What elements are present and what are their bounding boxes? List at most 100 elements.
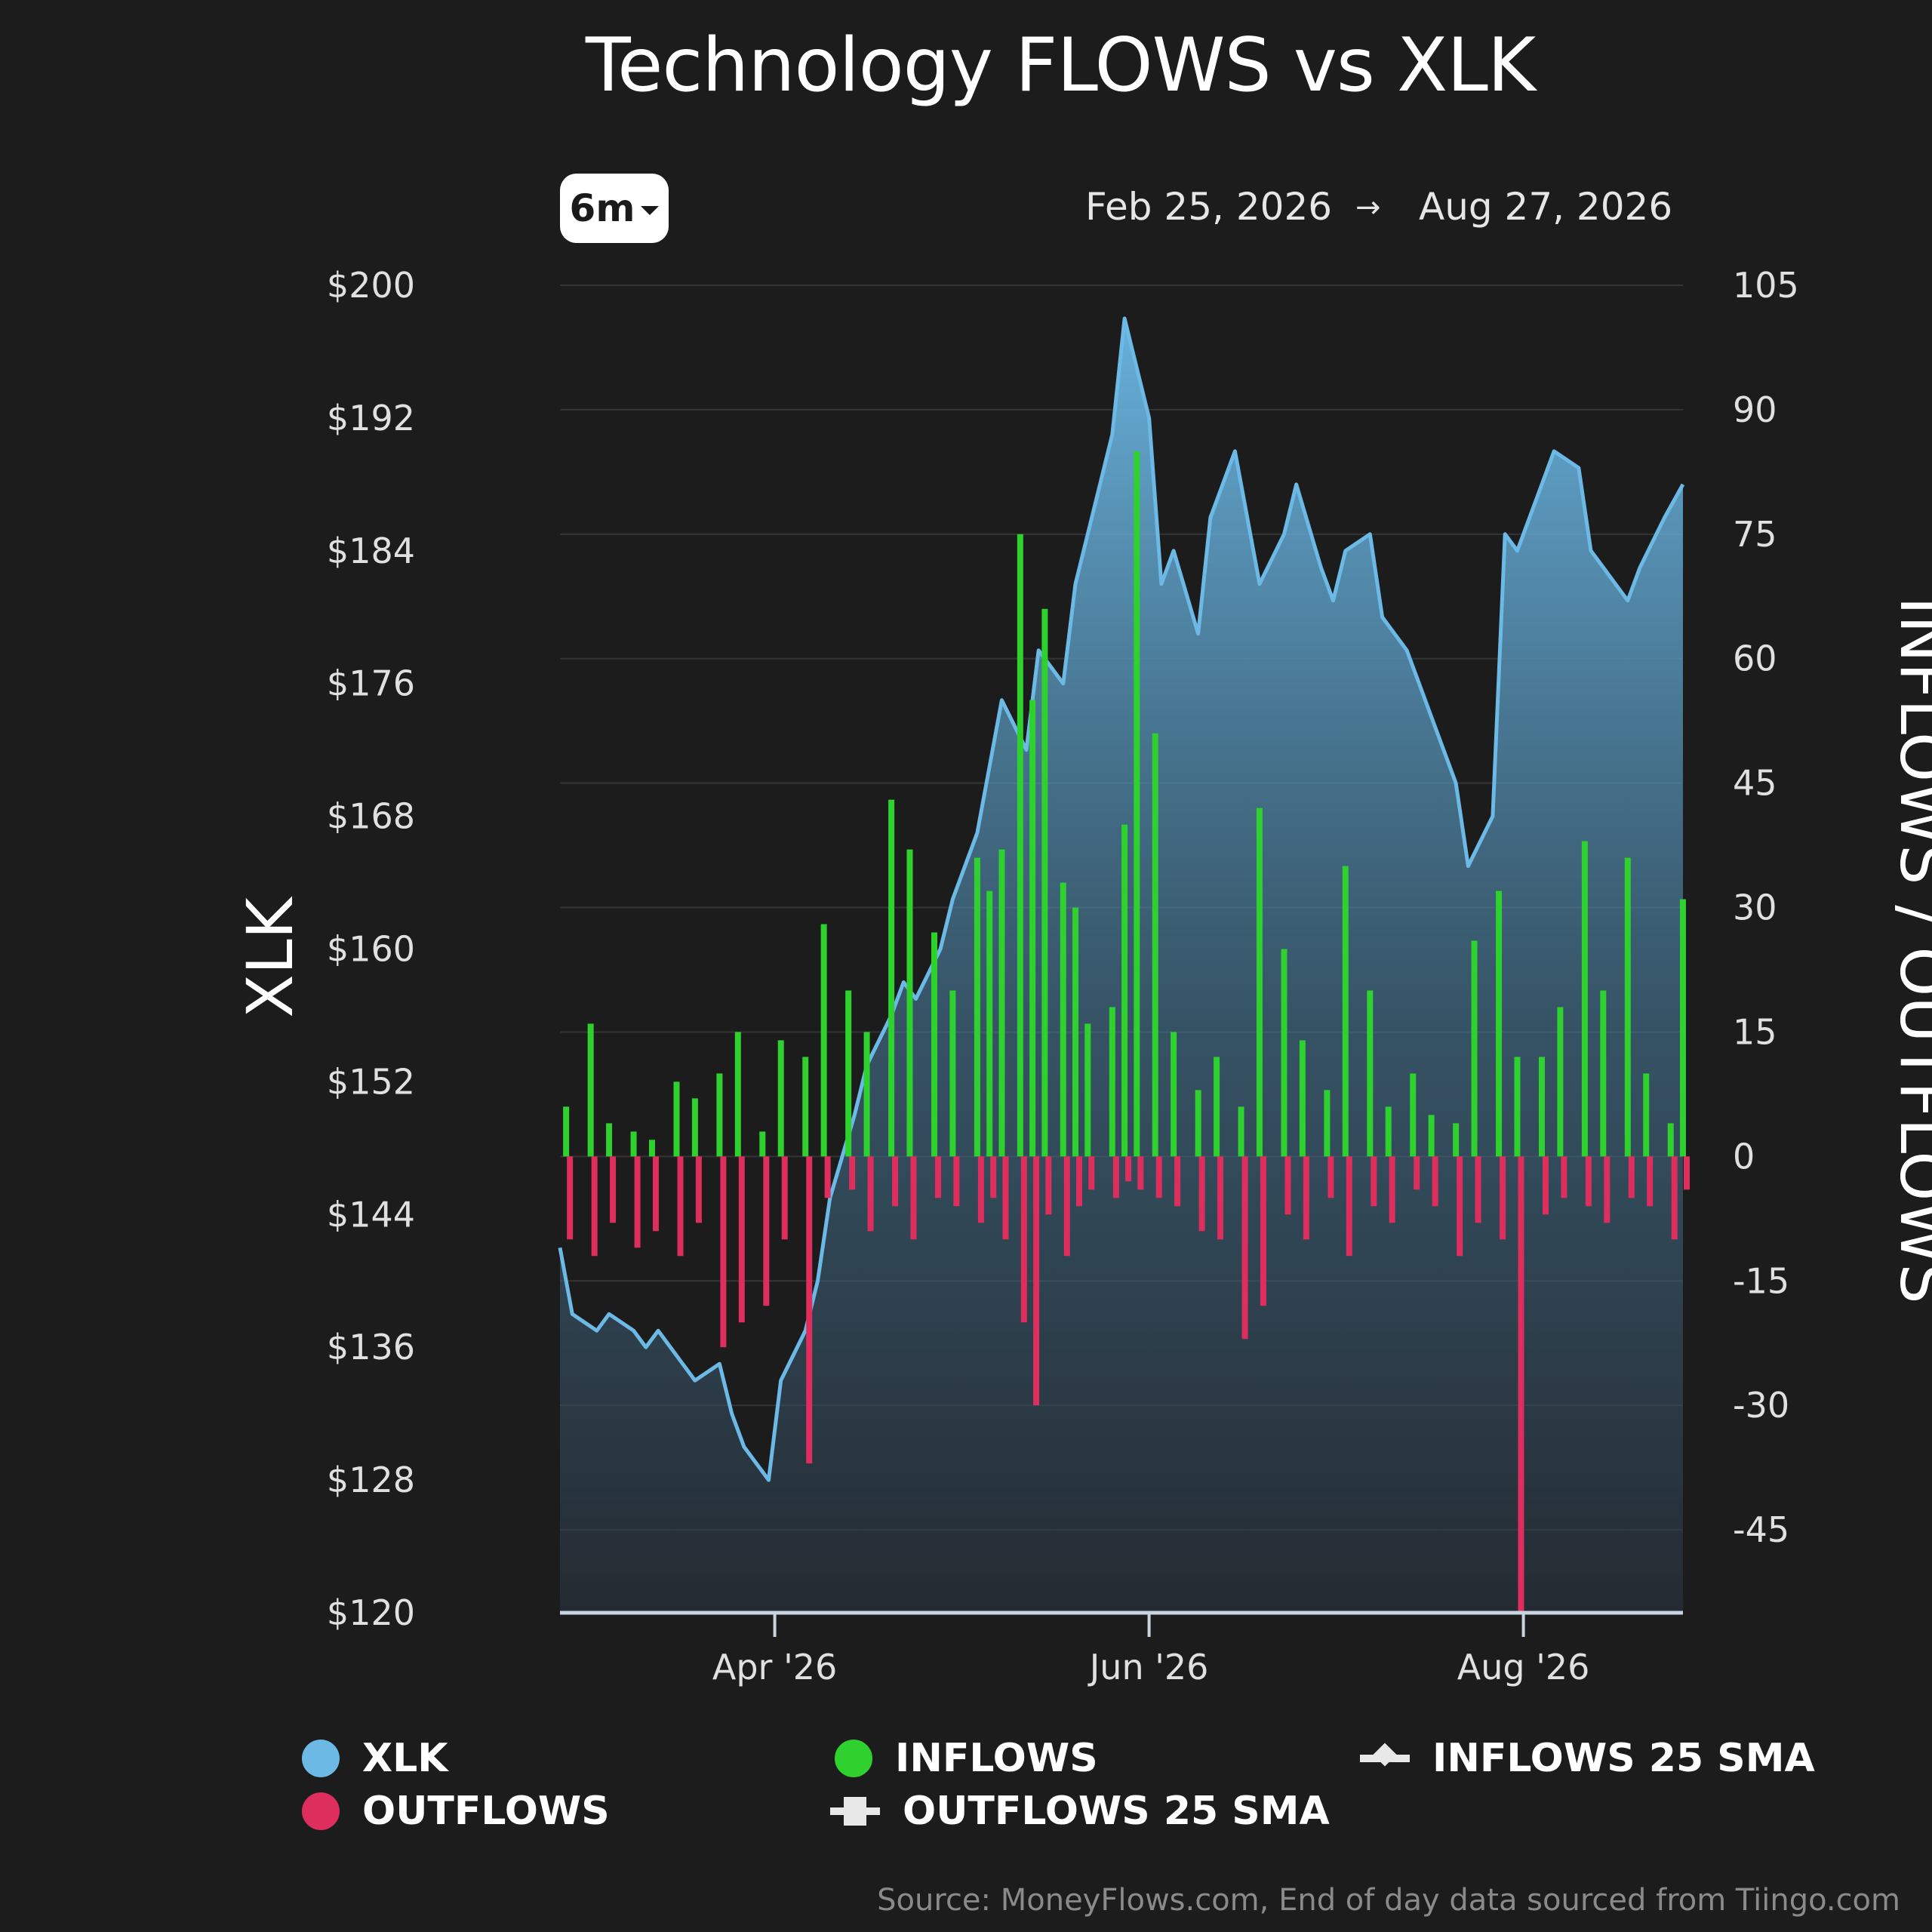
inflow-bar — [906, 849, 913, 1157]
y-left-tick-label: $200 — [327, 265, 415, 306]
outflow-bar — [781, 1156, 788, 1240]
inflow-bar — [777, 1040, 784, 1157]
inflow-bar — [759, 1131, 766, 1157]
inflow-bar — [1299, 1040, 1306, 1157]
outflow-bar — [1241, 1156, 1248, 1340]
outflow-bar — [935, 1156, 941, 1198]
legend-dot-icon — [835, 1740, 872, 1777]
inflow-bar — [1041, 608, 1048, 1157]
legend-label: INFLOWS 25 SMA — [1432, 1736, 1815, 1781]
legend-label: XLK — [362, 1736, 448, 1781]
legend-dot-icon — [302, 1740, 340, 1777]
outflow-bar — [1628, 1156, 1635, 1198]
y-left-tick-label: $192 — [327, 398, 415, 438]
inflow-bar — [1029, 700, 1036, 1157]
outflow-bar — [1585, 1156, 1592, 1207]
legend-label: OUTFLOWS — [362, 1789, 610, 1834]
inflow-bar — [1514, 1057, 1521, 1157]
inflow-bar — [845, 990, 852, 1157]
inflow-bar — [1256, 808, 1263, 1157]
inflow-bar — [888, 799, 895, 1157]
outflow-bar — [634, 1156, 641, 1248]
outflow-bar — [1137, 1156, 1144, 1190]
y-right-tick-label: 60 — [1733, 638, 1777, 679]
legend-item-inflows-sma[interactable]: INFLOWS 25 SMA — [1360, 1736, 1815, 1781]
date-to[interactable]: Aug 27, 2026 — [1419, 185, 1673, 229]
y-left-tick-label: $152 — [327, 1061, 415, 1102]
outflow-bar — [1542, 1156, 1549, 1215]
inflow-bar — [716, 1073, 723, 1157]
outflow-bar — [1346, 1156, 1352, 1257]
inflow-bar — [648, 1140, 655, 1157]
chart-title: Technology FLOWS vs XLK — [585, 23, 1536, 109]
inflow-bar — [563, 1106, 570, 1157]
outflow-bar — [806, 1156, 813, 1464]
inflow-bar — [734, 1032, 741, 1157]
y-left-tick-label: $136 — [327, 1327, 415, 1367]
outflow-bar — [1033, 1156, 1040, 1406]
inflow-bar — [986, 891, 993, 1157]
outflow-bar — [1561, 1156, 1567, 1198]
outflow-bar — [849, 1156, 856, 1190]
outflow-bar — [1518, 1156, 1524, 1613]
legend-label: OUTFLOWS 25 SMA — [903, 1789, 1330, 1834]
inflow-bar — [1428, 1115, 1435, 1157]
inflow-bar — [1453, 1123, 1460, 1157]
inflow-bar — [1496, 891, 1503, 1157]
y-right-tick-label: 15 — [1733, 1011, 1777, 1052]
legend-item-outflows-sma[interactable]: OUTFLOWS 25 SMA — [830, 1789, 1330, 1834]
legend-item-outflows[interactable]: OUTFLOWS — [302, 1789, 610, 1834]
outflow-bar — [1020, 1156, 1027, 1323]
inflow-bar — [1017, 534, 1023, 1157]
inflow-bar — [1214, 1057, 1220, 1157]
legend-item-inflows[interactable]: INFLOWS — [835, 1736, 1098, 1781]
outflow-bar — [867, 1156, 874, 1232]
outflow-bar — [1217, 1156, 1224, 1240]
inflow-bar — [1538, 1057, 1545, 1157]
chevron-down-icon — [641, 206, 660, 215]
inflow-bar — [998, 849, 1005, 1157]
x-tick-label: Jun '26 — [1088, 1647, 1209, 1687]
inflow-bar — [1367, 990, 1374, 1157]
outflow-bar — [738, 1156, 745, 1323]
inflow-bar — [949, 990, 956, 1157]
inflow-bar — [1195, 1090, 1201, 1157]
range-label: 6m — [569, 186, 635, 230]
inflow-bar — [1385, 1106, 1392, 1157]
inflow-bar — [1152, 733, 1158, 1157]
inflow-bar — [673, 1081, 680, 1157]
inflow-bar — [1557, 1007, 1564, 1157]
inflow-bar — [1680, 899, 1686, 1157]
y-right-tick-label: 0 — [1733, 1136, 1755, 1177]
outflow-bar — [1076, 1156, 1083, 1207]
outflow-bar — [1457, 1156, 1463, 1257]
outflow-bar — [1432, 1156, 1438, 1207]
date-from[interactable]: Feb 25, 2026 — [1085, 185, 1333, 229]
inflow-bar — [820, 924, 827, 1157]
legend-item-xlk[interactable]: XLK — [302, 1736, 448, 1781]
inflow-bar — [691, 1098, 698, 1157]
outflow-bar — [990, 1156, 997, 1198]
inflow-bar — [1581, 841, 1588, 1157]
outflow-bar — [1475, 1156, 1481, 1223]
y-right-tick-label: 75 — [1733, 514, 1777, 555]
y-left-tick-label: $160 — [327, 929, 415, 970]
y-left-tick-label: $120 — [327, 1592, 415, 1633]
outflow-bar — [1063, 1156, 1070, 1257]
y-right-tick-label: -45 — [1733, 1509, 1789, 1550]
outflow-bar — [1371, 1156, 1377, 1207]
outflow-bar — [720, 1156, 727, 1348]
outflow-bar — [892, 1156, 899, 1207]
range-dropdown[interactable]: 6m — [560, 174, 669, 243]
square-line-icon — [830, 1797, 880, 1826]
outflow-bar — [824, 1156, 831, 1198]
y-left-tick-label: $184 — [327, 531, 415, 571]
inflow-bar — [1281, 949, 1287, 1157]
inflow-bar — [1471, 940, 1478, 1157]
legend-dot-icon — [302, 1792, 340, 1830]
outflow-bar — [1112, 1156, 1119, 1198]
inflow-bar — [1324, 1090, 1331, 1157]
legend-label: INFLOWS — [895, 1736, 1098, 1781]
arrow-right-icon: → — [1355, 190, 1381, 225]
